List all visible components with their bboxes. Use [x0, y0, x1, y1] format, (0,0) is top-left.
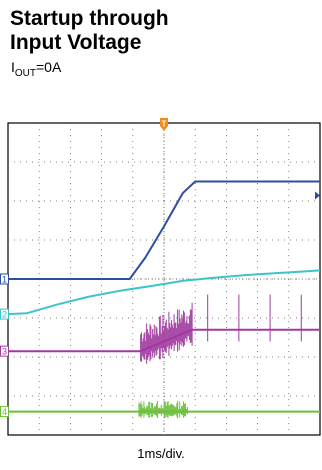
channel-marker-box — [0, 345, 9, 357]
chart-title: Startup through Input Voltage — [10, 7, 310, 55]
chart-subtitle: IOUT=0A — [11, 58, 61, 83]
plot-markers: 1 2 3 4 T — [0, 118, 320, 418]
channel-marker-box — [0, 406, 9, 418]
channel-marker-label: 1 — [2, 275, 7, 285]
channel-marker-3: 3 — [0, 345, 9, 357]
channel-marker-2: 2 — [0, 308, 9, 320]
trace-ch4-noise — [138, 400, 188, 419]
trigger-marker: T — [160, 118, 168, 131]
chart-title-line1: Startup through — [10, 7, 169, 30]
x-axis-label: 1ms/div. — [137, 446, 185, 461]
channel-marker-label: 2 — [2, 310, 7, 320]
plot-traces — [7, 180, 321, 419]
chart-title-line2: Input Voltage — [10, 31, 142, 54]
trigger-marker-label: T — [162, 120, 167, 129]
trace-ch1-line — [8, 180, 320, 280]
oscilloscope-plot: 1 2 3 4 T — [0, 118, 321, 436]
channel-marker-1: 1 — [0, 273, 9, 285]
trace-ch2-line — [7, 269, 321, 316]
channel-marker-4: 4 — [0, 406, 9, 418]
trigger-marker-shape — [160, 118, 168, 131]
channel-marker-box — [0, 308, 9, 320]
ch1-offset-arrow-icon — [315, 191, 320, 200]
channel-marker-label: 4 — [2, 407, 7, 417]
subtitle-main: I — [11, 59, 15, 75]
subtitle-rest: =0A — [36, 59, 62, 75]
channel-marker-label: 3 — [2, 347, 7, 357]
channel-marker-box — [0, 273, 9, 285]
trace-ch3-noise — [140, 302, 193, 364]
subtitle-subscript: OUT — [14, 68, 36, 79]
